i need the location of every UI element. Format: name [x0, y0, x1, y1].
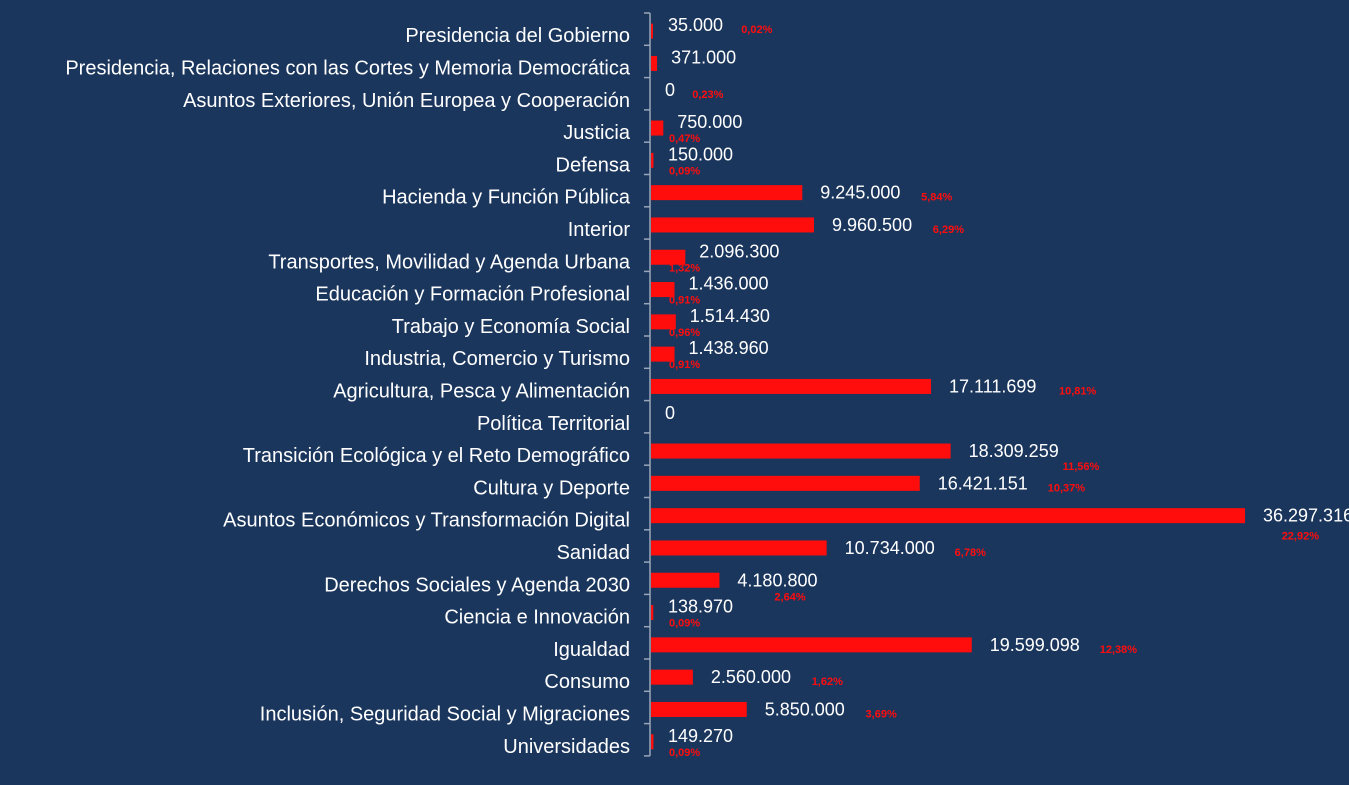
category-label: Igualdad	[553, 639, 630, 661]
category-label: Agricultura, Pesca y Alimentación	[333, 380, 630, 402]
value-label: 150.000	[668, 144, 733, 164]
category-label: Cultura y Deporte	[473, 477, 630, 499]
category-label: Asuntos Exteriores, Unión Europea y Coop…	[183, 90, 630, 112]
category-label: Universidades	[503, 736, 630, 758]
category-label: Consumo	[544, 671, 630, 693]
value-label: 0	[665, 80, 675, 100]
bar	[651, 55, 658, 71]
bar	[651, 605, 654, 621]
bar	[651, 540, 827, 556]
bar	[651, 120, 664, 136]
category-label: Defensa	[556, 154, 631, 176]
value-label: 1.438.960	[689, 338, 769, 358]
category-label: Asuntos Económicos y Transformación Digi…	[223, 510, 630, 532]
value-label: 36.297.316	[1263, 506, 1349, 526]
bar	[651, 23, 653, 39]
percent-label: 5,84%	[921, 192, 952, 204]
percent-label: 11,56%	[1063, 461, 1100, 473]
category-label: Educación y Formación Profesional	[315, 284, 630, 306]
category-label: Hacienda y Función Pública	[382, 187, 631, 209]
bar	[651, 508, 1245, 524]
percent-label: 12,38%	[1100, 644, 1138, 656]
category-label: Derechos Sociales y Agenda 2030	[324, 574, 630, 596]
percent-label: 3,69%	[866, 708, 897, 720]
percent-label: 0,09%	[669, 747, 700, 759]
percent-label: 10,81%	[1059, 385, 1097, 397]
category-label: Presidencia, Relaciones con las Cortes y…	[65, 57, 631, 79]
category-label: Trabajo y Economía Social	[392, 316, 630, 338]
percent-label: 0,02%	[741, 24, 772, 36]
bar	[651, 734, 654, 750]
value-label: 138.970	[668, 597, 733, 617]
value-label: 1.436.000	[688, 274, 768, 294]
bar	[651, 669, 693, 685]
category-label: Industria, Comercio y Turismo	[364, 348, 630, 370]
bar	[651, 572, 720, 588]
bar	[651, 378, 932, 394]
labels-layer: Presidencia del Gobierno 35.000 0,02% Presi…	[65, 15, 1349, 759]
category-label: Inclusión, Seguridad Social y Migracione…	[260, 703, 630, 725]
percent-label: 6,29%	[933, 224, 964, 236]
percent-label: 0,09%	[669, 618, 700, 630]
category-label: Sanidad	[557, 542, 630, 564]
value-label: 1.514.430	[690, 306, 770, 326]
value-label: 18.309.259	[969, 441, 1059, 461]
percent-label: 0,91%	[669, 359, 700, 371]
percent-label: 2,64%	[774, 591, 805, 603]
value-label: 5.850.000	[765, 699, 845, 719]
percent-label: 1,62%	[812, 676, 843, 688]
category-label: Justicia	[563, 122, 631, 144]
value-label: 19.599.098	[990, 635, 1080, 655]
percent-label: 1,32%	[669, 262, 700, 274]
value-label: 750.000	[677, 112, 742, 132]
percent-label: 0,23%	[692, 89, 723, 101]
value-label: 0	[665, 403, 675, 423]
value-label: 9.245.000	[820, 183, 900, 203]
bar	[651, 217, 815, 233]
value-label: 371.000	[671, 47, 736, 67]
bar	[651, 346, 675, 362]
value-label: 16.421.151	[938, 473, 1028, 493]
percent-label: 22,92%	[1282, 531, 1320, 543]
percent-label: 0,96%	[669, 327, 700, 339]
bar	[651, 314, 676, 330]
percent-label: 10,37%	[1048, 482, 1086, 494]
value-label: 35.000	[668, 15, 723, 35]
value-label: 4.180.800	[737, 570, 817, 590]
bar	[651, 282, 675, 298]
value-label: 149.270	[668, 726, 733, 746]
value-label: 2.560.000	[711, 667, 791, 687]
value-label: 17.111.699	[949, 376, 1036, 396]
bar	[651, 249, 686, 265]
value-label: 9.960.500	[832, 215, 912, 235]
category-label: Presidencia del Gobierno	[405, 25, 630, 47]
percent-label: 0,91%	[669, 295, 700, 307]
percent-label: 0,09%	[669, 165, 700, 177]
category-label: Transportes, Movilidad y Agenda Urbana	[268, 251, 631, 273]
bar	[651, 637, 972, 653]
bar	[651, 701, 747, 717]
category-label: Transición Ecológica y el Reto Demográfi…	[243, 445, 630, 467]
percent-label: 6,78%	[955, 547, 986, 559]
value-label: 2.096.300	[699, 241, 779, 261]
bar	[651, 443, 951, 459]
bar	[651, 475, 920, 491]
category-label: Ciencia e Innovación	[444, 607, 630, 629]
bars-layer	[651, 23, 1245, 750]
value-label: 10.734.000	[845, 538, 935, 558]
bar	[651, 185, 803, 201]
bar	[651, 152, 654, 168]
category-label: Política Territorial	[477, 413, 630, 435]
category-label: Interior	[568, 219, 631, 241]
percent-label: 0,47%	[669, 133, 700, 145]
axis-layer	[644, 12, 651, 757]
